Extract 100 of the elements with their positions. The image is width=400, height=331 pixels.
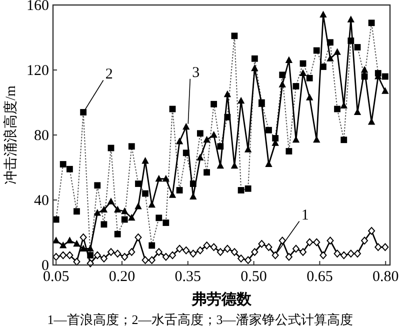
point [313,238,320,246]
point [169,251,176,260]
point [258,240,266,248]
point [251,64,258,72]
x-tick-label: 0.80 [372,269,399,285]
point [334,106,340,112]
y-tick-label: 120 [26,63,49,79]
point [230,248,238,256]
point [224,244,231,253]
point [382,87,389,94]
point [216,248,224,256]
point [134,233,142,242]
point [326,236,334,245]
point [265,243,272,252]
point [313,47,320,54]
point [60,242,67,248]
point [66,236,74,244]
point [237,96,245,104]
point [266,126,272,134]
point [60,251,67,260]
point [86,244,94,252]
point [134,202,142,210]
point [210,131,218,138]
point [121,252,128,261]
point [244,185,252,192]
point [334,250,341,258]
x-tick-label: 0.35 [174,269,202,285]
point [203,242,210,250]
point [87,252,94,258]
point [114,230,121,238]
point [306,238,314,246]
point [292,244,300,253]
point [156,214,162,222]
point [320,10,327,18]
point [94,251,101,260]
point [182,122,190,130]
point [292,83,300,90]
point [210,100,218,108]
point [286,148,292,154]
point [196,246,204,254]
point [121,216,128,223]
point [196,130,204,137]
y-tick-label: 80 [34,128,49,144]
point [100,221,108,228]
point [135,180,142,187]
point [162,174,170,182]
point [182,246,190,254]
point [238,254,245,262]
point [94,209,101,216]
point [285,252,292,261]
x-tick-label: 0.20 [108,269,136,285]
point [66,166,73,172]
point [128,214,136,221]
point [190,250,197,258]
point [278,236,286,245]
point [368,20,375,26]
point [100,254,108,262]
text: 1—首浪高度；2—水舌高度；3—潘家铮公式计算高度 [47,312,353,327]
point [347,16,354,22]
series-label: 3 [192,64,200,81]
point [52,252,60,261]
point [176,187,183,194]
point [162,252,170,261]
point [300,248,307,256]
point [148,256,156,264]
point [176,244,184,253]
point [382,243,389,252]
point [155,174,162,182]
point [148,200,156,208]
point [306,74,313,82]
point [231,32,238,40]
point [80,244,87,252]
point [128,143,135,150]
point [374,243,382,252]
point [360,66,368,73]
point [251,55,258,62]
point [354,250,361,258]
point [74,208,80,215]
point [162,220,170,226]
point [326,54,334,62]
point [306,94,314,100]
point [142,157,149,164]
point [224,90,232,98]
point [340,251,348,260]
point [382,73,388,80]
point [176,138,184,144]
point [320,251,327,260]
y-tick-label: 40 [34,193,49,209]
point [121,207,128,214]
point [196,154,204,161]
point [354,44,361,50]
point [100,206,108,213]
point [340,136,348,144]
point [168,191,176,198]
point [114,206,122,213]
point [142,190,148,197]
point [142,256,149,264]
point [148,242,156,249]
x-axis-title: 弗劳德数 [190,291,252,308]
x-tick-label: 0.65 [306,269,333,285]
